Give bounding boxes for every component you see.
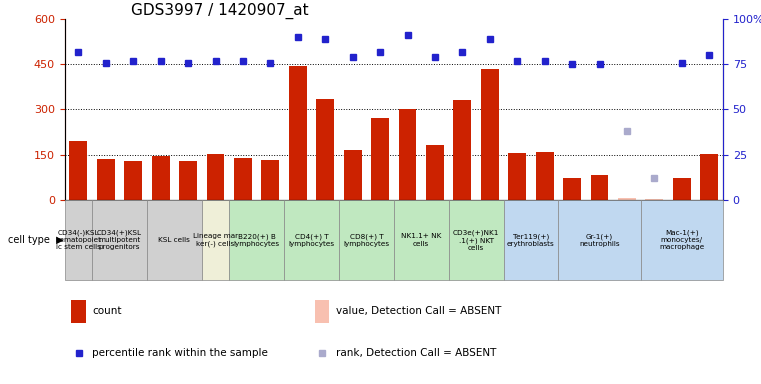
Text: Lineage mar
ker(-) cells: Lineage mar ker(-) cells (193, 233, 238, 247)
Bar (508, 153, 526, 200)
Bar (559, 200, 641, 280)
Text: CD8(+) T
lymphocytes: CD8(+) T lymphocytes (343, 233, 390, 247)
Text: NK1.1+ NK
cells: NK1.1+ NK cells (401, 233, 441, 247)
Bar (536, 152, 553, 200)
Text: percentile rank within the sample: percentile rank within the sample (92, 348, 268, 358)
Bar (371, 118, 389, 200)
Bar (65, 200, 92, 280)
Bar (563, 178, 581, 200)
Bar (700, 154, 718, 200)
Bar (481, 69, 498, 200)
Text: rank, Detection Call = ABSENT: rank, Detection Call = ABSENT (336, 348, 496, 358)
Text: Mac-1(+)
monocytes/
macrophage: Mac-1(+) monocytes/ macrophage (659, 230, 705, 250)
Bar (454, 101, 471, 200)
Bar (591, 175, 609, 200)
Bar (229, 200, 284, 280)
Bar (504, 200, 559, 280)
Bar (317, 99, 334, 200)
Text: B220(+) B
lymphocytes: B220(+) B lymphocytes (234, 233, 280, 247)
Text: CD3e(+)NK1
.1(+) NKT
cells: CD3e(+)NK1 .1(+) NKT cells (453, 230, 499, 250)
Bar (202, 200, 229, 280)
Text: KSL cells: KSL cells (158, 237, 190, 243)
Text: CD34(-)KSL
hematopoiet
ic stem cells: CD34(-)KSL hematopoiet ic stem cells (56, 230, 101, 250)
Bar (289, 66, 307, 200)
Bar (207, 154, 224, 200)
Bar (97, 159, 115, 200)
Bar (618, 199, 636, 200)
Text: value, Detection Call = ABSENT: value, Detection Call = ABSENT (336, 306, 501, 316)
Bar (344, 150, 361, 200)
Text: GDS3997 / 1420907_at: GDS3997 / 1420907_at (131, 3, 308, 19)
Bar (92, 200, 147, 280)
Bar (72, 300, 86, 323)
Bar (315, 300, 330, 323)
Bar (284, 200, 339, 280)
Bar (393, 200, 449, 280)
Bar (151, 156, 170, 200)
Bar (147, 200, 202, 280)
Bar (399, 109, 416, 200)
Bar (673, 178, 691, 200)
Text: CD34(+)KSL
multipotent
progenitors: CD34(+)KSL multipotent progenitors (97, 230, 142, 250)
Bar (449, 200, 504, 280)
Bar (339, 200, 393, 280)
Text: Ter119(+)
erythroblasts: Ter119(+) erythroblasts (507, 233, 555, 247)
Text: Gr-1(+)
neutrophils: Gr-1(+) neutrophils (579, 233, 620, 247)
Bar (641, 200, 723, 280)
Bar (124, 161, 142, 200)
Bar (234, 158, 252, 200)
Bar (179, 161, 197, 200)
Text: cell type  ▶: cell type ▶ (8, 235, 63, 245)
Bar (69, 141, 88, 200)
Bar (262, 160, 279, 200)
Text: count: count (92, 306, 122, 316)
Text: CD4(+) T
lymphocytes: CD4(+) T lymphocytes (288, 233, 335, 247)
Bar (426, 145, 444, 200)
